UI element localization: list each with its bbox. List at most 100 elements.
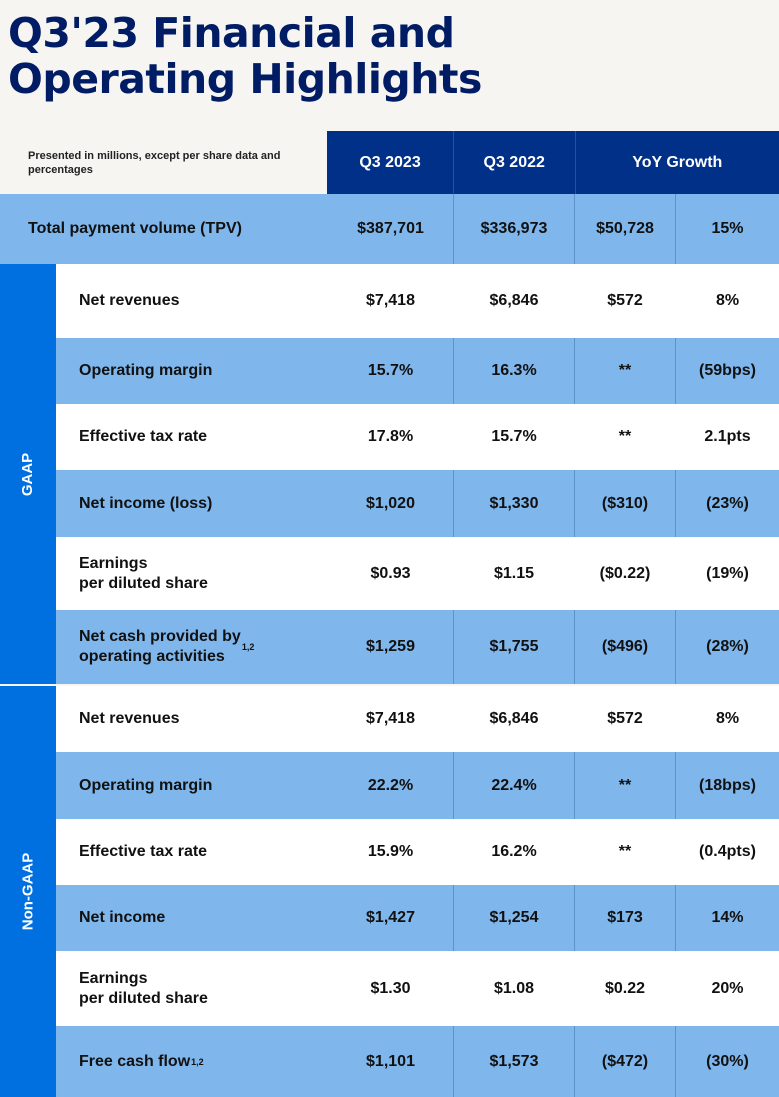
gaap-row-change: ($310) <box>575 470 676 537</box>
non-gaap-row-q3-2022: 16.2% <box>491 843 537 860</box>
non-gaap-row: Net income $1,427 $1,254 $173 14% <box>56 885 779 951</box>
non-gaap-row-footnote-marker: 1,2 <box>191 1056 204 1067</box>
gaap-row: Net cash provided by operating activitie… <box>56 610 779 684</box>
non-gaap-row: Net revenues $7,418 $6,846 $572 8% <box>56 686 779 752</box>
highlights-table: Presented in millions, except per share … <box>0 131 779 1097</box>
tpv-pct: 15% <box>711 220 744 237</box>
non-gaap-row-label: Effective tax rate <box>56 819 328 885</box>
gaap-row-label-text: Operating margin <box>79 362 213 379</box>
page-title: Q3'23 Financial and Operating Highlights <box>8 10 482 102</box>
non-gaap-row-label: Net income <box>56 885 328 951</box>
gaap-row-change: ($0.22) <box>599 564 651 582</box>
tpv-label: Total payment volume (TPV) <box>28 220 242 237</box>
gaap-row-label: Net cash provided by operating activitie… <box>56 610 328 684</box>
gaap-row-label-text: Net income (loss) <box>79 494 213 512</box>
non-gaap-row-label: Net revenues <box>56 686 328 752</box>
title-line-1: Q3'23 Financial and <box>8 9 455 57</box>
non-gaap-row-change: ** <box>575 752 676 819</box>
non-gaap-row-pct: 8% <box>715 710 740 727</box>
gaap-row-label: Net income (loss) <box>56 470 328 537</box>
gaap-side-label: GAAP <box>19 452 37 496</box>
non-gaap-row-label-text: Net income <box>79 909 166 926</box>
gaap-row-pct: (23%) <box>706 494 749 512</box>
non-gaap-row: Earnings per diluted share $1.30 $1.08 $0.2… <box>56 951 779 1026</box>
non-gaap-row-q3-2023: $1.30 <box>370 979 411 997</box>
tpv-change: $50,728 <box>575 194 676 264</box>
col-header-q3-2022: Q3 2022 <box>453 131 576 194</box>
non-gaap-side-label-bar: Non-GAAP <box>0 686 56 1097</box>
non-gaap-row-label: Earnings per diluted share <box>56 951 328 1026</box>
non-gaap-row-label-text: Free cash flow <box>79 1052 191 1070</box>
non-gaap-row-pct: (18bps) <box>699 776 756 794</box>
gaap-row-change: $572 <box>607 292 643 309</box>
non-gaap-row: Operating margin 22.2% 22.4% ** (18bps) <box>56 752 779 819</box>
non-gaap-row-q3-2022: 22.4% <box>454 752 575 819</box>
gaap-row-label: Effective tax rate <box>56 404 328 470</box>
non-gaap-row-q3-2023: $1,101 <box>328 1026 454 1097</box>
non-gaap-row-label-text: Operating margin <box>79 776 213 794</box>
gaap-row-label-text: Effective tax rate <box>79 428 208 445</box>
gaap-row-label-text: Net revenues <box>79 292 180 309</box>
gaap-row-q3-2023: 15.7% <box>328 338 454 404</box>
gaap-row-change: ** <box>618 428 632 445</box>
gaap-row-q3-2022: $6,846 <box>489 292 539 309</box>
gaap-row-label: Net revenues <box>56 264 328 338</box>
gaap-row-pct: (28%) <box>706 638 749 655</box>
gaap-row-label: Earnings per diluted share <box>56 537 328 610</box>
non-gaap-row-label-text: Effective tax rate <box>79 843 208 860</box>
gaap-row-q3-2023: $1,020 <box>328 470 454 537</box>
tpv-q3-2022: $336,973 <box>454 194 575 264</box>
non-gaap-row-label-text: Net revenues <box>79 710 180 727</box>
non-gaap-row-pct: (30%) <box>706 1052 749 1070</box>
non-gaap-side-label: Non-GAAP <box>19 852 37 931</box>
non-gaap-row-label: Free cash flow 1,2 <box>56 1026 328 1097</box>
gaap-row: Net income (loss) $1,020 $1,330 ($310) (23%) <box>56 470 779 537</box>
gaap-row-q3-2023: $0.93 <box>370 564 411 582</box>
gaap-row-label-text: Net cash provided by operating activitie… <box>79 628 241 665</box>
non-gaap-row-pct: (0.4pts) <box>699 843 756 860</box>
gaap-row-label-text: Earnings per diluted share <box>79 554 208 592</box>
non-gaap-row-q3-2023: $7,418 <box>366 710 415 727</box>
col-header-yoy-growth: YoY Growth <box>575 131 779 194</box>
gaap-row: Operating margin 15.7% 16.3% ** (59bps) <box>56 338 779 404</box>
non-gaap-row-label: Operating margin <box>56 752 328 819</box>
non-gaap-row-pct: 20% <box>711 979 744 997</box>
non-gaap-row-q3-2023: 22.2% <box>328 752 454 819</box>
gaap-section: GAAP Net revenues $7,418 $6,846 $572 8% Opera… <box>0 264 779 684</box>
gaap-row-q3-2023: $7,418 <box>366 292 415 309</box>
non-gaap-row-label-text: Earnings per diluted share <box>79 969 208 1007</box>
tpv-row: Total payment volume (TPV) $387,701 $336… <box>0 194 779 264</box>
gaap-row-q3-2023: 17.8% <box>367 428 414 445</box>
title-line-2: Operating Highlights <box>8 55 482 103</box>
gaap-row-change: ** <box>575 338 676 404</box>
header-row: Presented in millions, except per share … <box>0 131 779 194</box>
gaap-row-pct: 8% <box>715 292 740 309</box>
non-gaap-row-change: ($472) <box>575 1026 676 1097</box>
non-gaap-row-q3-2022: $1,254 <box>454 885 575 951</box>
gaap-row-pct: 2.1pts <box>704 428 751 445</box>
col-header-q3-2023: Q3 2023 <box>327 131 454 194</box>
gaap-row-pct: (59bps) <box>699 362 756 379</box>
gaap-row: Effective tax rate 17.8% 15.7% ** 2.1pts <box>56 404 779 470</box>
non-gaap-row-change: $173 <box>575 885 676 951</box>
tpv-q3-2023: $387,701 <box>328 194 454 264</box>
non-gaap-row: Free cash flow 1,2 $1,101 $1,573 ($472) (30%) <box>56 1026 779 1097</box>
non-gaap-section: Non-GAAP Net revenues $7,418 $6,846 $572 8% O… <box>0 686 779 1097</box>
non-gaap-row-q3-2022: $1,573 <box>454 1026 575 1097</box>
gaap-row-q3-2023: $1,259 <box>328 610 454 684</box>
gaap-row: Net revenues $7,418 $6,846 $572 8% <box>56 264 779 338</box>
non-gaap-row-q3-2023: $1,427 <box>328 885 454 951</box>
gaap-row-q3-2022: $1,330 <box>454 470 575 537</box>
non-gaap-row-q3-2023: 15.9% <box>367 843 414 860</box>
gaap-row-q3-2022: $1,755 <box>454 610 575 684</box>
non-gaap-row-change: $572 <box>607 710 643 727</box>
gaap-row-q3-2022: 16.3% <box>454 338 575 404</box>
non-gaap-row-change: ** <box>618 843 632 860</box>
section-divider <box>0 684 779 686</box>
non-gaap-row-q3-2022: $1.08 <box>493 979 535 997</box>
non-gaap-row: Effective tax rate 15.9% 16.2% ** (0.4pts) <box>56 819 779 885</box>
units-note: Presented in millions, except per share … <box>28 149 281 176</box>
gaap-row-q3-2022: 15.7% <box>491 428 537 445</box>
non-gaap-row-change: $0.22 <box>604 979 646 997</box>
gaap-row-footnote-marker: 1,2 <box>241 642 255 652</box>
